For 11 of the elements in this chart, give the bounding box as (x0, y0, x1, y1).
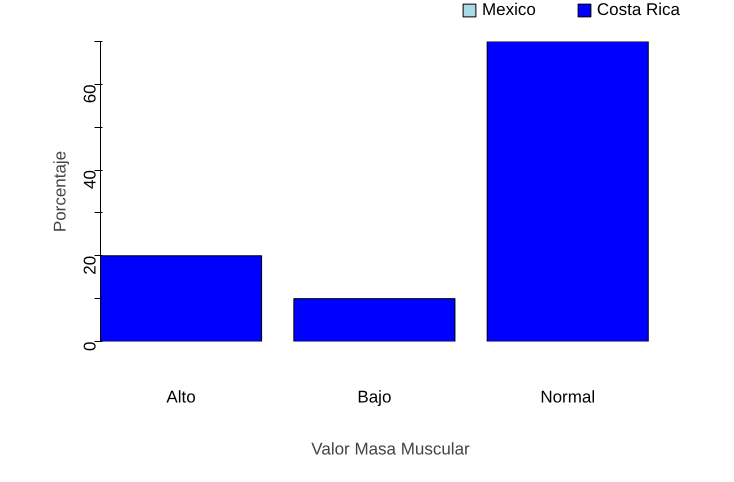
y-axis-title: Porcentaje (50, 150, 70, 232)
x-tick-label: Alto (166, 388, 196, 406)
x-axis-title: Valor Masa Muscular (311, 440, 470, 458)
legend-label: Costa Rica (596, 0, 680, 20)
y-tick-label: 40 (80, 170, 100, 189)
y-tick-label: 0 (80, 341, 100, 351)
x-tick-label: Bajo (357, 388, 392, 406)
y-tick-label: 20 (80, 256, 100, 275)
x-tick-label: Normal (540, 388, 596, 406)
legend-label: Mexico (482, 0, 536, 20)
y-tick-label: 60 (80, 84, 100, 104)
